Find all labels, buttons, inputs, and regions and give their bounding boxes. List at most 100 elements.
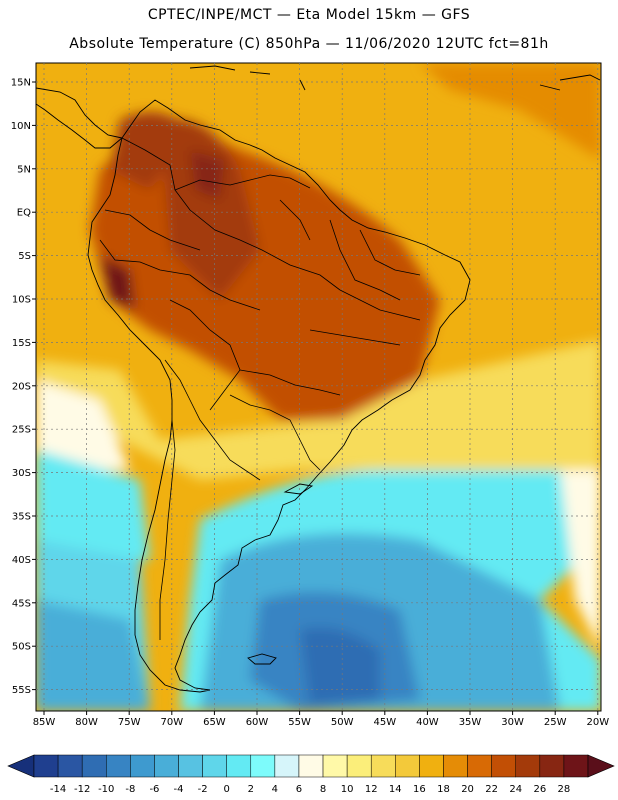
chart-title-line1: CPTEC/INPE/MCT — Eta Model 15km — GFS [147,7,471,23]
longitude-labels: 85W 80W 75W 70W 65W 60W 55W 50W 45W 40W 35W 30W 25W 2… [33,717,610,728]
colorbar-labels: -14 -12 -10 -8 -6 -4 -2 0 2 4 6 8 10 12 14 16 18 20 22 24 26… [50,784,570,795]
colorbar-tick-label: 22 [485,784,498,795]
field-pacific-pale [36,380,130,470]
coastlines [36,65,601,693]
colorbar-tick-label: -8 [125,784,135,795]
lat-label: 15S [12,338,31,349]
colorbar-tick-label: -2 [198,784,208,795]
colorbar-tick-label: -14 [50,784,66,795]
colorbar-swatch [130,754,155,778]
colorbar-swatch [515,754,541,778]
lat-label: 25S [12,425,31,436]
colorbar-under-arrow [7,754,35,778]
lon-label: 85W [33,717,56,728]
colorbar-tick-label: 20 [461,784,474,795]
field-warm-pale [36,340,601,480]
colorbar-swatch [491,754,516,778]
field-north-atlantic-orange [420,63,601,160]
lat-label: 5S [18,251,31,262]
plot-frame [35,62,602,712]
colorbar-swatch [322,754,348,778]
lon-label: 55W [288,717,311,728]
colorbar-tick-label: 10 [341,784,354,795]
colorbar-swatch [226,754,252,778]
colorbar-tick-label: 28 [558,784,571,795]
colorbar-tick-label: 18 [437,784,450,795]
colorbar-tick-label: 4 [272,784,278,795]
colorbar-swatch [298,754,324,778]
lat-label: 55S [12,685,31,696]
field-atlantic-deepest [300,627,380,705]
lon-label: 65W [203,717,226,728]
lat-label: 10N [11,121,31,132]
colorbar-tick-label: 26 [533,784,546,795]
lon-label: 40W [416,717,439,728]
lagoon [283,483,314,495]
colorbar-swatch [178,754,203,778]
lon-label: 60W [246,717,269,728]
colorbar-swatch [443,754,468,778]
colorbar-swatch [563,754,589,778]
chart-title-line2: Absolute Temperature (C) 850hPa — 11/06/… [69,36,549,52]
colorbar-tick-label: -6 [149,784,159,795]
colorbar-over-arrow [587,754,615,778]
colorbar-swatch [467,754,492,778]
temperature-field [36,63,601,711]
colorbar-tick-label: 8 [320,784,326,795]
lat-label: 35S [12,512,31,523]
colorbar [7,754,615,778]
colorbar-swatch [250,754,276,778]
field-land-hotter [160,118,260,300]
field-andes-hottest [100,255,135,310]
colorbar-tick-label: 0 [224,784,230,795]
lon-label: 35W [459,717,482,728]
lat-label: 40S [12,555,31,566]
colorbar-swatch [81,754,107,778]
colorbar-swatch [274,754,300,778]
caribbean-islands [189,65,601,91]
lat-label: 10S [12,295,31,306]
lon-label: 30W [501,717,524,728]
lon-label: 45W [373,717,396,728]
latitude-labels: 15N 10N 5N EQ 5S 10S 15S 20S 25S 30S 35S 40S 45S 50S 5… [11,78,31,697]
lat-label: 20S [12,381,31,392]
lat-label: EQ [17,208,31,219]
lat-label: 50S [12,642,31,653]
lon-label: 80W [75,717,98,728]
colorbar-swatch [154,754,179,778]
colorbar-swatch [346,754,372,778]
country-borders [99,137,421,640]
lon-label: 50W [331,717,354,728]
colorbar-tick-label: 12 [365,784,378,795]
lat-label: 45S [12,598,31,609]
colorbar-swatch [202,754,227,778]
colorbar-swatch [57,754,83,778]
colorbar-tick-label: -10 [98,784,114,795]
field-pacific-cyan [36,450,150,560]
lon-label: 75W [118,717,141,728]
central-america-coastline [36,87,123,149]
colorbar-tick-label: 6 [296,784,302,795]
lon-label: 25W [544,717,567,728]
colorbar-tick-label: -4 [174,784,184,795]
colorbar-tick-label: 24 [509,784,522,795]
lat-label: 5N [17,164,31,175]
falkland-islands [247,653,277,665]
colorbar-swatch [370,754,396,778]
field-north-hot [110,112,190,190]
colorbar-tick-label: 14 [389,784,402,795]
lon-label: 70W [160,717,183,728]
south-america-coastline [87,99,471,693]
field-pacific-blue [36,600,150,711]
colorbar-swatch [395,754,420,778]
lat-label: 30S [12,468,31,479]
colorbar-tick-label: 16 [413,784,426,795]
lon-label: 20W [586,717,609,728]
colorbar-tick-label: -12 [74,784,90,795]
colorbar-swatch [419,754,444,778]
lat-label: 15N [11,78,31,89]
field-east-pale [560,470,601,650]
field-land-hottest [190,150,225,200]
colorbar-tick-label: 2 [248,784,254,795]
